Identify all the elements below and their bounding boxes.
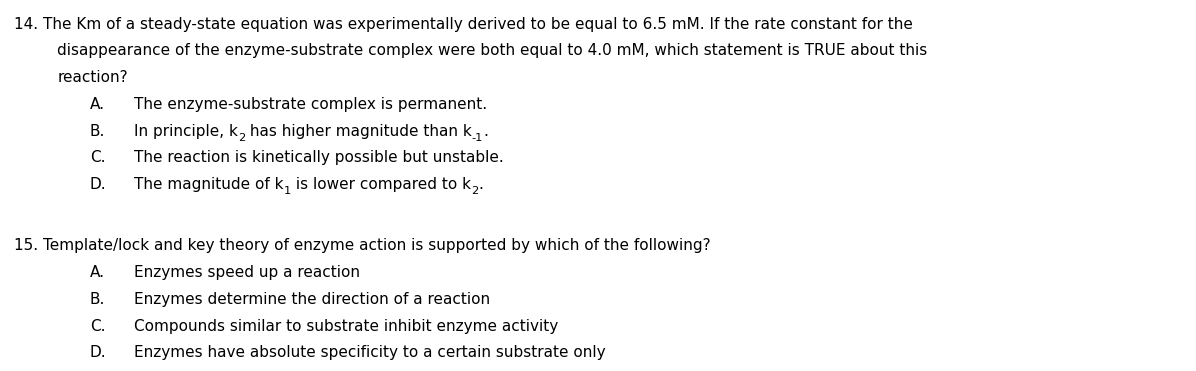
Text: D.: D.: [90, 177, 106, 192]
Text: is lower compared to k: is lower compared to k: [291, 177, 471, 192]
Text: Enzymes speed up a reaction: Enzymes speed up a reaction: [134, 265, 360, 280]
Text: A.: A.: [90, 265, 105, 280]
Text: Enzymes have absolute specificity to a certain substrate only: Enzymes have absolute specificity to a c…: [134, 345, 605, 360]
Text: 15. Template/lock and key theory of enzyme action is supported by which of the f: 15. Template/lock and key theory of enzy…: [14, 239, 710, 253]
Text: -1: -1: [472, 133, 483, 143]
Text: A.: A.: [90, 97, 105, 112]
Text: C.: C.: [90, 150, 105, 165]
Text: In principle, k: In principle, k: [134, 124, 238, 138]
Text: .: .: [478, 177, 483, 192]
Text: C.: C.: [90, 319, 105, 334]
Text: reaction?: reaction?: [57, 70, 128, 85]
Text: 2: 2: [238, 133, 245, 143]
Text: 14. The Km of a steady-state equation was experimentally derived to be equal to : 14. The Km of a steady-state equation wa…: [14, 17, 914, 32]
Text: 1: 1: [283, 186, 291, 196]
Text: .: .: [483, 124, 488, 138]
Text: The magnitude of k: The magnitude of k: [134, 177, 283, 192]
Text: disappearance of the enzyme-substrate complex were both equal to 4.0 mM, which s: disappearance of the enzyme-substrate co…: [57, 43, 928, 58]
Text: 2: 2: [471, 186, 478, 196]
Text: The reaction is kinetically possible but unstable.: The reaction is kinetically possible but…: [134, 150, 504, 165]
Text: D.: D.: [90, 345, 106, 360]
Text: Enzymes determine the direction of a reaction: Enzymes determine the direction of a rea…: [134, 292, 490, 307]
Text: B.: B.: [90, 124, 105, 138]
Text: The enzyme-substrate complex is permanent.: The enzyme-substrate complex is permanen…: [134, 97, 487, 112]
Text: Compounds similar to substrate inhibit enzyme activity: Compounds similar to substrate inhibit e…: [134, 319, 559, 334]
Text: B.: B.: [90, 292, 105, 307]
Text: has higher magnitude than k: has higher magnitude than k: [245, 124, 472, 138]
